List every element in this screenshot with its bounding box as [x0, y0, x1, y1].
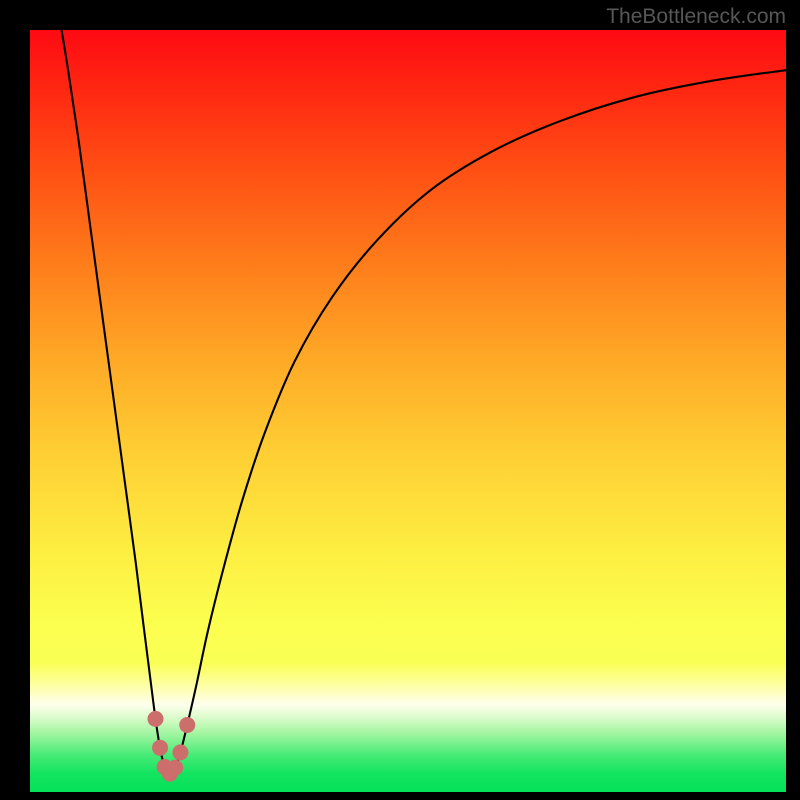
- gradient-background: [30, 30, 786, 792]
- plot-area: [30, 30, 786, 792]
- curve-marker: [152, 740, 168, 756]
- watermark-text: TheBottleneck.com: [606, 5, 786, 29]
- plot-svg: [30, 30, 786, 792]
- curve-marker: [167, 760, 183, 776]
- curve-marker: [172, 744, 188, 760]
- curve-marker: [179, 717, 195, 733]
- curve-marker: [148, 711, 164, 727]
